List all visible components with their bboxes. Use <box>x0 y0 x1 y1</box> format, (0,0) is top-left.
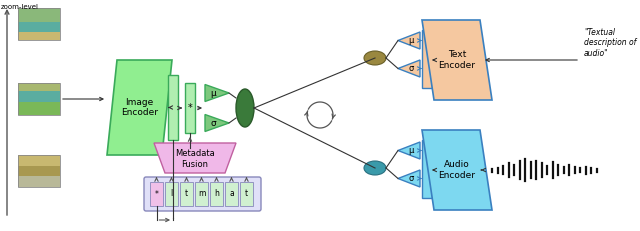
Text: *: * <box>155 189 159 198</box>
Bar <box>210 182 223 206</box>
Polygon shape <box>205 115 229 131</box>
Text: μ: μ <box>408 146 414 155</box>
Text: μ: μ <box>210 88 216 97</box>
Bar <box>18 83 60 115</box>
Text: μ: μ <box>408 36 414 45</box>
Ellipse shape <box>364 161 386 175</box>
Bar <box>18 83 60 91</box>
Bar <box>240 182 253 206</box>
Text: "Textual
description of
audio": "Textual description of audio" <box>584 28 636 58</box>
Text: t: t <box>245 189 248 198</box>
Bar <box>180 182 193 206</box>
Bar <box>422 30 432 88</box>
Bar <box>18 155 60 187</box>
Ellipse shape <box>236 89 254 127</box>
Polygon shape <box>422 20 492 100</box>
Polygon shape <box>205 85 229 101</box>
Polygon shape <box>398 170 420 187</box>
Bar <box>18 32 60 40</box>
Text: t: t <box>185 189 188 198</box>
Bar <box>195 182 208 206</box>
Text: Text
Encoder: Text Encoder <box>438 50 476 70</box>
Text: m: m <box>198 189 205 198</box>
Text: Image
Encoder: Image Encoder <box>121 98 158 117</box>
Text: Audio
Encoder: Audio Encoder <box>438 160 476 180</box>
Text: *: * <box>188 103 193 113</box>
Text: zoom-level: zoom-level <box>1 4 39 10</box>
Polygon shape <box>154 143 236 173</box>
Polygon shape <box>107 60 172 155</box>
Text: σ: σ <box>210 119 216 128</box>
Bar <box>165 182 178 206</box>
Text: h: h <box>214 189 219 198</box>
Text: σ: σ <box>408 64 414 73</box>
Bar <box>18 155 60 166</box>
Bar <box>18 8 60 40</box>
Polygon shape <box>398 142 420 159</box>
Bar <box>225 182 238 206</box>
Bar <box>18 8 60 22</box>
Text: l: l <box>170 189 173 198</box>
Bar <box>18 91 60 102</box>
Bar <box>18 102 60 115</box>
Polygon shape <box>398 60 420 77</box>
Text: σ: σ <box>408 174 414 183</box>
Bar <box>422 140 432 198</box>
Bar <box>18 176 60 187</box>
Polygon shape <box>422 130 492 210</box>
Text: Metadata
Fusion: Metadata Fusion <box>175 149 215 169</box>
Bar <box>168 75 178 140</box>
Bar <box>185 83 195 133</box>
Bar <box>150 182 163 206</box>
Bar <box>18 166 60 176</box>
Polygon shape <box>398 32 420 49</box>
Bar <box>18 22 60 32</box>
Text: a: a <box>229 189 234 198</box>
Ellipse shape <box>364 51 386 65</box>
FancyBboxPatch shape <box>144 177 261 211</box>
